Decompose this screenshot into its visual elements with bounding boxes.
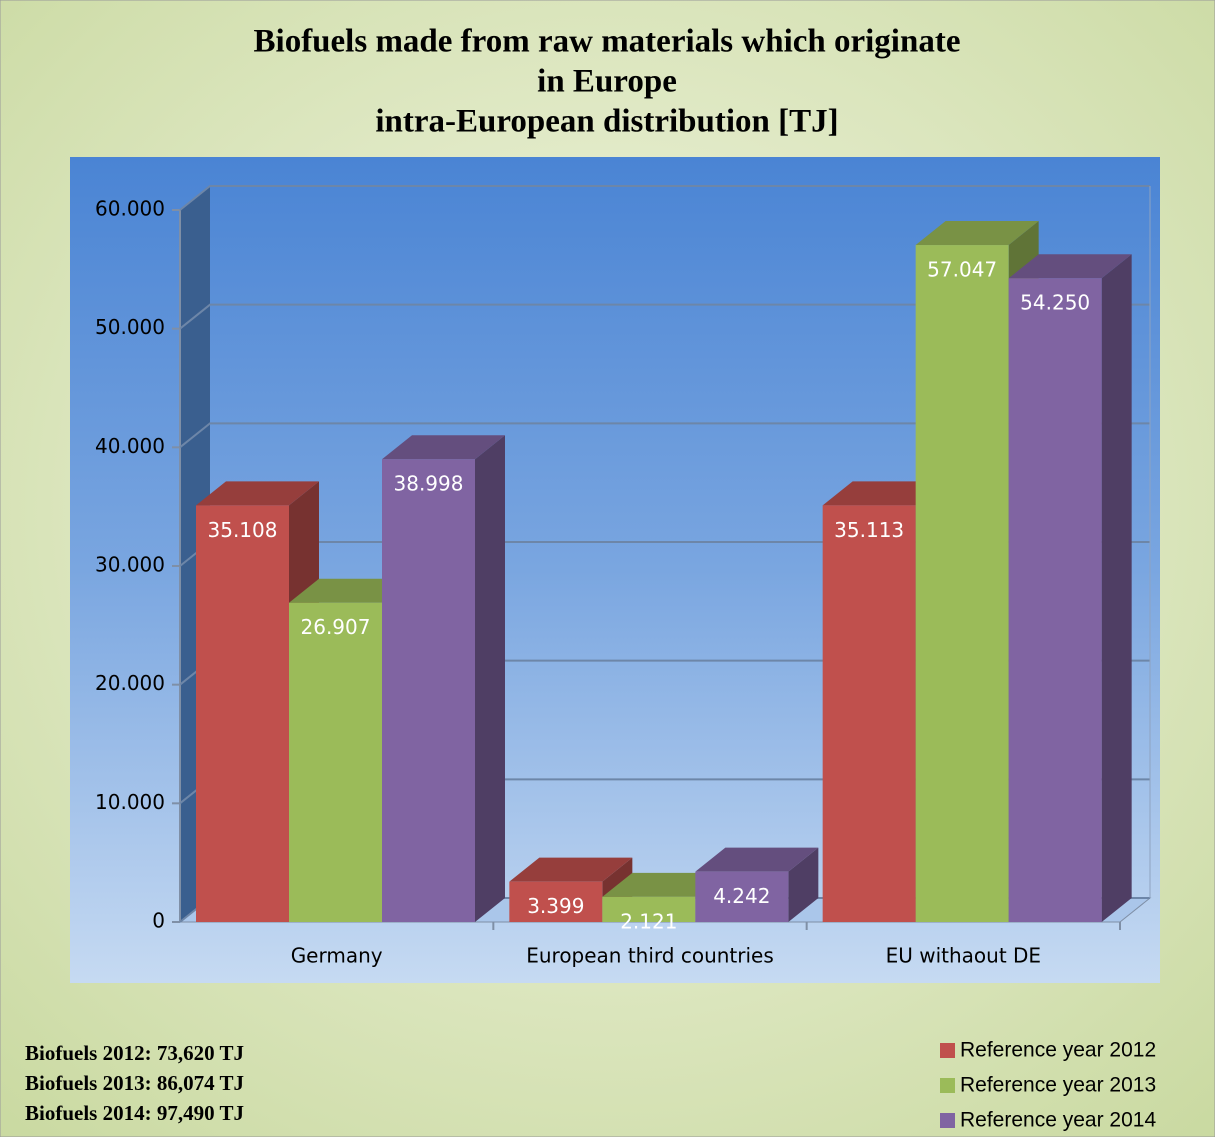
chart-title-line: Biofuels made from raw materials which o… xyxy=(254,24,961,60)
bar xyxy=(915,245,1009,923)
grid-line xyxy=(179,185,1150,211)
grid-line xyxy=(179,303,1150,330)
bar xyxy=(695,871,789,922)
annotation: Biofuels 2013: 86,074 TJ xyxy=(25,1071,244,1095)
value-label: 38.998 xyxy=(394,472,464,496)
annotation: Biofuels 2012: 73,620 TJ xyxy=(25,1041,244,1065)
y-tick-label: 0 xyxy=(152,909,165,933)
value-label: 35.108 xyxy=(208,518,278,542)
chart-title-line: in Europe xyxy=(537,64,677,100)
bar-top xyxy=(382,435,505,460)
value-label: 26.907 xyxy=(301,615,371,639)
y-tick-label: 50.000 xyxy=(95,315,165,339)
chart-title-line: intra-European distribution [TJ] xyxy=(375,104,838,140)
x-tick-label: European third countries xyxy=(526,944,774,968)
annotation: Biofuels 2014: 97,490 TJ xyxy=(25,1101,244,1125)
bar-side xyxy=(475,435,505,922)
grid-line xyxy=(179,422,1150,449)
bar-top xyxy=(196,481,319,506)
bar xyxy=(196,505,289,922)
y-tick-label: 10.000 xyxy=(95,790,165,814)
bar xyxy=(602,896,696,922)
value-label: 54.250 xyxy=(1020,291,1090,315)
legend-swatch xyxy=(940,1078,955,1093)
legend-label: Reference year 2013 xyxy=(960,1074,1156,1097)
bar-side xyxy=(1101,254,1132,922)
x-tick-label: Germany xyxy=(291,944,383,968)
bar xyxy=(509,881,603,922)
bar-top xyxy=(822,481,946,506)
bar xyxy=(822,505,916,922)
bar-side xyxy=(788,847,819,922)
bar xyxy=(1008,278,1102,922)
bar-top xyxy=(289,578,412,603)
bar xyxy=(289,602,382,922)
value-label: 3.399 xyxy=(527,894,584,918)
bar-top xyxy=(695,847,819,872)
value-label: 35.113 xyxy=(834,518,904,542)
legend-label: Reference year 2012 xyxy=(960,1039,1156,1062)
value-label: 4.242 xyxy=(713,884,770,908)
bar-top xyxy=(915,221,1039,246)
bar-top xyxy=(509,857,633,882)
y-tick-label: 60.000 xyxy=(95,197,165,221)
legend-swatch xyxy=(940,1113,955,1128)
y-tick-label: 30.000 xyxy=(95,553,165,577)
bar-top xyxy=(1008,254,1132,279)
value-label: 57.047 xyxy=(927,258,997,282)
y-tick-label: 20.000 xyxy=(95,671,165,695)
bar-top xyxy=(602,872,726,897)
y-tick-label: 40.000 xyxy=(95,434,165,458)
legend-swatch xyxy=(940,1043,955,1058)
legend-label: Reference year 2014 xyxy=(960,1109,1156,1132)
x-tick-label: EU withaout DE xyxy=(886,944,1041,968)
value-label: 2.121 xyxy=(620,909,677,933)
bar xyxy=(382,459,475,922)
